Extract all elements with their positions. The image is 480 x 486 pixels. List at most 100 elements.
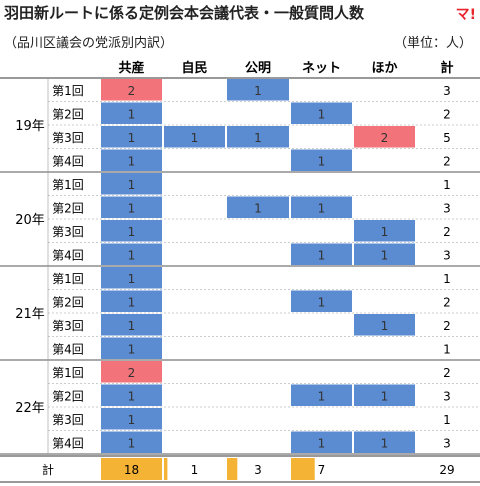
cell-value: 1 xyxy=(318,295,326,309)
cell-value: 1 xyxy=(128,272,136,286)
value-cell xyxy=(101,149,162,171)
value-cell xyxy=(101,290,162,312)
value-cell xyxy=(164,126,225,148)
cell-value: 1 xyxy=(128,295,136,309)
cell-value: 1 xyxy=(128,413,136,427)
cell-value: 1 xyxy=(254,131,262,145)
year-label: 21年 xyxy=(15,307,45,322)
value-cell xyxy=(101,173,162,195)
row-total: 1 xyxy=(443,342,451,356)
unit-label: （単位：人） xyxy=(393,36,472,51)
row-label: 第1回 xyxy=(52,84,84,98)
cell-value: 2 xyxy=(128,366,136,380)
cell-value: 1 xyxy=(318,107,326,121)
column-header: ほか xyxy=(371,61,397,76)
value-cell xyxy=(354,384,415,406)
value-cell xyxy=(291,149,352,171)
value-cell xyxy=(291,102,352,124)
column-header: 共産 xyxy=(118,60,144,76)
total-bar xyxy=(291,458,315,480)
cell-value: 1 xyxy=(254,84,262,98)
cell-value: 1 xyxy=(381,248,389,262)
row-label: 第2回 xyxy=(52,107,84,121)
value-cell xyxy=(101,314,162,336)
value-cell xyxy=(101,431,162,453)
row-total: 1 xyxy=(443,178,451,192)
row-label: 第2回 xyxy=(52,201,84,215)
row-label: 第3回 xyxy=(52,225,84,239)
cell-value: 1 xyxy=(128,178,136,192)
row-total: 2 xyxy=(443,107,451,121)
cell-value: 1 xyxy=(128,201,136,215)
row-total: 3 xyxy=(443,201,451,215)
total-value: 3 xyxy=(254,463,262,477)
row-label: 第4回 xyxy=(52,342,84,356)
column-header: ネット xyxy=(302,61,341,76)
page-subtitle: （品川区議会の党派別内訳） xyxy=(4,36,174,51)
row-label: 第1回 xyxy=(52,178,84,192)
row-label: 第1回 xyxy=(52,272,84,286)
year-label: 20年 xyxy=(15,213,45,228)
cell-value: 2 xyxy=(381,131,389,145)
row-total: 2 xyxy=(443,295,451,309)
cell-value: 1 xyxy=(128,131,136,145)
cell-value: 1 xyxy=(128,107,136,121)
cell-value: 1 xyxy=(128,389,136,403)
row-label: 第4回 xyxy=(52,154,84,168)
column-header: 自民 xyxy=(181,60,207,76)
column-header: 公明 xyxy=(245,61,271,76)
value-cell xyxy=(101,126,162,148)
value-cell xyxy=(354,220,415,242)
row-total: 2 xyxy=(443,154,451,168)
cell-value: 2 xyxy=(128,84,136,98)
value-cell xyxy=(354,243,415,265)
cell-value: 1 xyxy=(128,342,136,356)
row-total: 2 xyxy=(443,225,451,239)
total-value: 1 xyxy=(191,463,199,477)
row-total: 1 xyxy=(443,272,451,286)
cell-value: 1 xyxy=(318,154,326,168)
value-cell xyxy=(101,408,162,430)
row-label: 第3回 xyxy=(52,319,84,333)
cell-value: 1 xyxy=(128,154,136,168)
cell-value: 1 xyxy=(318,201,326,215)
value-cell xyxy=(354,431,415,453)
cell-value: 1 xyxy=(318,248,326,262)
cell-value: 1 xyxy=(381,225,389,239)
row-label: 第3回 xyxy=(52,131,84,145)
row-total: 2 xyxy=(443,319,451,333)
year-label: 19年 xyxy=(15,119,45,134)
row-total: 3 xyxy=(443,436,451,450)
value-cell xyxy=(101,243,162,265)
cell-value: 1 xyxy=(128,248,136,262)
row-label: 第3回 xyxy=(52,413,84,427)
value-cell xyxy=(101,196,162,218)
value-cell xyxy=(227,196,289,218)
cell-value: 1 xyxy=(128,225,136,239)
grand-total: 29 xyxy=(439,463,454,477)
totals-label: 計 xyxy=(42,462,54,477)
cell-value: 1 xyxy=(191,131,199,145)
brand-logo: マ! xyxy=(455,7,476,23)
column-header: 計 xyxy=(440,60,453,76)
value-cell xyxy=(291,196,352,218)
row-total: 2 xyxy=(443,366,451,380)
year-label: 22年 xyxy=(15,401,45,416)
value-cell xyxy=(354,126,415,148)
cell-value: 1 xyxy=(381,319,389,333)
row-label: 第2回 xyxy=(52,295,84,309)
value-cell xyxy=(101,220,162,242)
total-value: 18 xyxy=(124,463,139,477)
total-bar xyxy=(101,458,162,480)
row-label: 第4回 xyxy=(52,248,84,262)
page-title: 羽田新ルートに係る定例会本会議代表・一般質問人数 xyxy=(4,4,365,22)
cell-value: 1 xyxy=(381,389,389,403)
total-bar xyxy=(227,458,238,480)
row-total: 1 xyxy=(443,413,451,427)
row-total: 3 xyxy=(443,248,451,262)
total-value: 7 xyxy=(318,463,326,477)
cell-value: 1 xyxy=(318,436,326,450)
total-bar xyxy=(164,458,168,480)
row-label: 第4回 xyxy=(52,436,84,450)
